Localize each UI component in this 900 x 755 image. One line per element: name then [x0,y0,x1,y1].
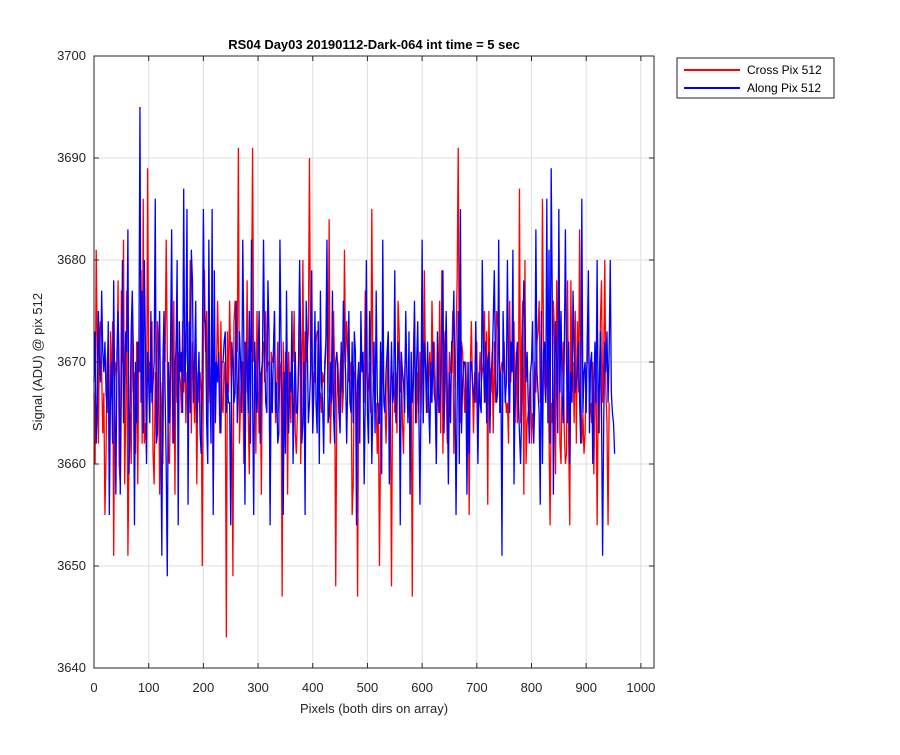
y-tick-label: 3700 [57,48,86,63]
chart-title: RS04 Day03 20190112-Dark-064 int time = … [228,37,520,52]
x-tick-label: 600 [411,680,433,695]
y-tick-label: 3640 [57,660,86,675]
x-tick-label: 1000 [626,680,655,695]
tick-layer: 0 100 200 300 400 500 600 700 800 900 1000 3640 3650… [57,48,655,695]
x-tick-label: 900 [575,680,597,695]
series-line-along-pix-512 [93,106,616,577]
y-tick-label: 3680 [57,252,86,267]
x-tick-label: 0 [90,680,97,695]
legend-label-along: Along Pix 512 [747,81,821,95]
x-tick-label: 700 [466,680,488,695]
y-tick-label: 3650 [57,558,86,573]
x-axis-label: Pixels (both dirs on array) [300,701,448,716]
legend[interactable]: Cross Pix 512 Along Pix 512 [676,57,835,99]
x-tick-label: 800 [521,680,543,695]
x-tick-label: 300 [247,680,269,695]
x-tick-label: 100 [138,680,160,695]
x-tick-label: 200 [193,680,215,695]
legend-label-cross: Cross Pix 512 [747,63,822,77]
y-axis-label: Signal (ADU) @ pix 512 [30,293,45,431]
series-line-cross-pix-512 [93,147,610,638]
series-layer [93,106,616,638]
legend-box [676,57,835,99]
x-tick-label: 400 [302,680,324,695]
y-tick-label: 3690 [57,150,86,165]
x-tick-label: 500 [357,680,379,695]
y-tick-label: 3660 [57,456,86,471]
y-tick-label: 3670 [57,354,86,369]
